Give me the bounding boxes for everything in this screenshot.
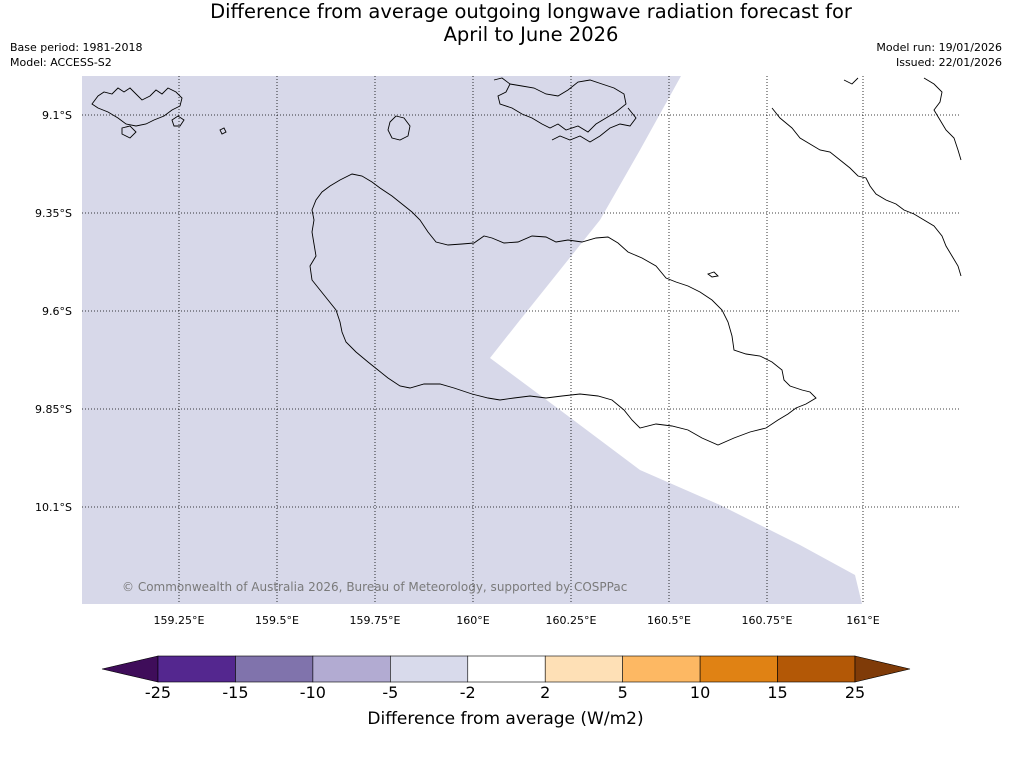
guadalcanal-coastline <box>309 173 817 446</box>
north-edge-coastline <box>843 77 859 85</box>
lon-label-159-25: 159.25°E <box>153 614 205 627</box>
lon-label-160-75: 160.75°E <box>741 614 793 627</box>
model-run-text: Model run: 19/01/2026 <box>876 41 1002 54</box>
colorbar-segment <box>622 655 701 683</box>
meta-right: Model run: 19/01/2026 Issued: 22/01/2026 <box>876 40 1002 70</box>
florida-islands-south-coastline <box>551 107 637 143</box>
graticule <box>82 76 961 604</box>
colorbar-tick-label: -15 <box>222 683 249 702</box>
colorbar-tick-label: 15 <box>767 683 788 702</box>
model-text: Model: ACCESS-S2 <box>10 56 112 69</box>
colorbar-tick-label: 2 <box>540 683 551 702</box>
colorbar-segment <box>312 655 391 683</box>
colorbar-tick-label: 25 <box>844 683 866 702</box>
malaita-north-coastline <box>923 77 962 161</box>
lon-label-160-25: 160.25°E <box>545 614 597 627</box>
colorbar-segment <box>235 655 314 683</box>
lon-label-160-5: 160.5°E <box>647 614 691 627</box>
santa-isabel-islet-coastline <box>171 115 185 127</box>
coastlines <box>91 77 962 446</box>
small-islet-2-coastline <box>707 271 719 278</box>
santa-isabel-west-coastline <box>91 87 183 127</box>
lat-label-9-6: 9.6°S <box>42 305 72 318</box>
colorbar-segment <box>390 655 469 683</box>
islet-coastline <box>387 115 411 141</box>
forecast-map <box>82 76 962 604</box>
issued-text: Issued: 22/01/2026 <box>895 56 1002 69</box>
malaita-coastline <box>771 107 962 277</box>
colorbar-extend-max <box>854 655 911 683</box>
colorbar-tick-label: 5 <box>617 683 628 702</box>
colorbar-segment <box>157 655 236 683</box>
santa-isabel-inlet-coastline <box>121 125 137 139</box>
florida-islands-coastline <box>493 77 627 133</box>
colorbar-tick-label: -2 <box>459 683 476 702</box>
colorbar-segment <box>544 655 623 683</box>
colorbar-segment <box>467 655 546 683</box>
title-line-2: April to June 2026 <box>443 23 619 46</box>
colorbar-tick-label: -5 <box>382 683 399 702</box>
lon-label-159-75: 159.75°E <box>349 614 401 627</box>
colorbar-label: Difference from average (W/m2) <box>367 709 644 729</box>
colorbar <box>101 655 911 683</box>
base-period-text: Base period: 1981-2018 <box>10 41 143 54</box>
colorbar-tick-label: -25 <box>144 683 172 702</box>
chart-title: Difference from average outgoing longwav… <box>0 0 1011 46</box>
colorbar-tick-label: 10 <box>689 683 711 702</box>
lon-label-159-5: 159.5°E <box>255 614 299 627</box>
meta-left: Base period: 1981-2018 Model: ACCESS-S2 <box>10 40 142 70</box>
small-islet-coastline <box>219 127 227 135</box>
copyright-notice: © Commonwealth of Australia 2026, Bureau… <box>122 580 628 594</box>
lon-label-161: 161°E <box>846 614 880 627</box>
lon-label-160: 160°E <box>456 614 490 627</box>
colorbar-segment <box>699 655 778 683</box>
colorbar-tick-label: -10 <box>299 683 326 702</box>
title-line-1: Difference from average outgoing longwav… <box>210 0 852 23</box>
colorbar-segment <box>777 655 856 683</box>
lat-label-9-1: 9.1°S <box>42 109 72 122</box>
lat-label-9-85: 9.85°S <box>35 403 72 416</box>
lat-label-9-35: 9.35°S <box>35 207 72 220</box>
colorbar-extend-min <box>101 655 159 683</box>
lat-label-10-1: 10.1°S <box>35 501 72 514</box>
